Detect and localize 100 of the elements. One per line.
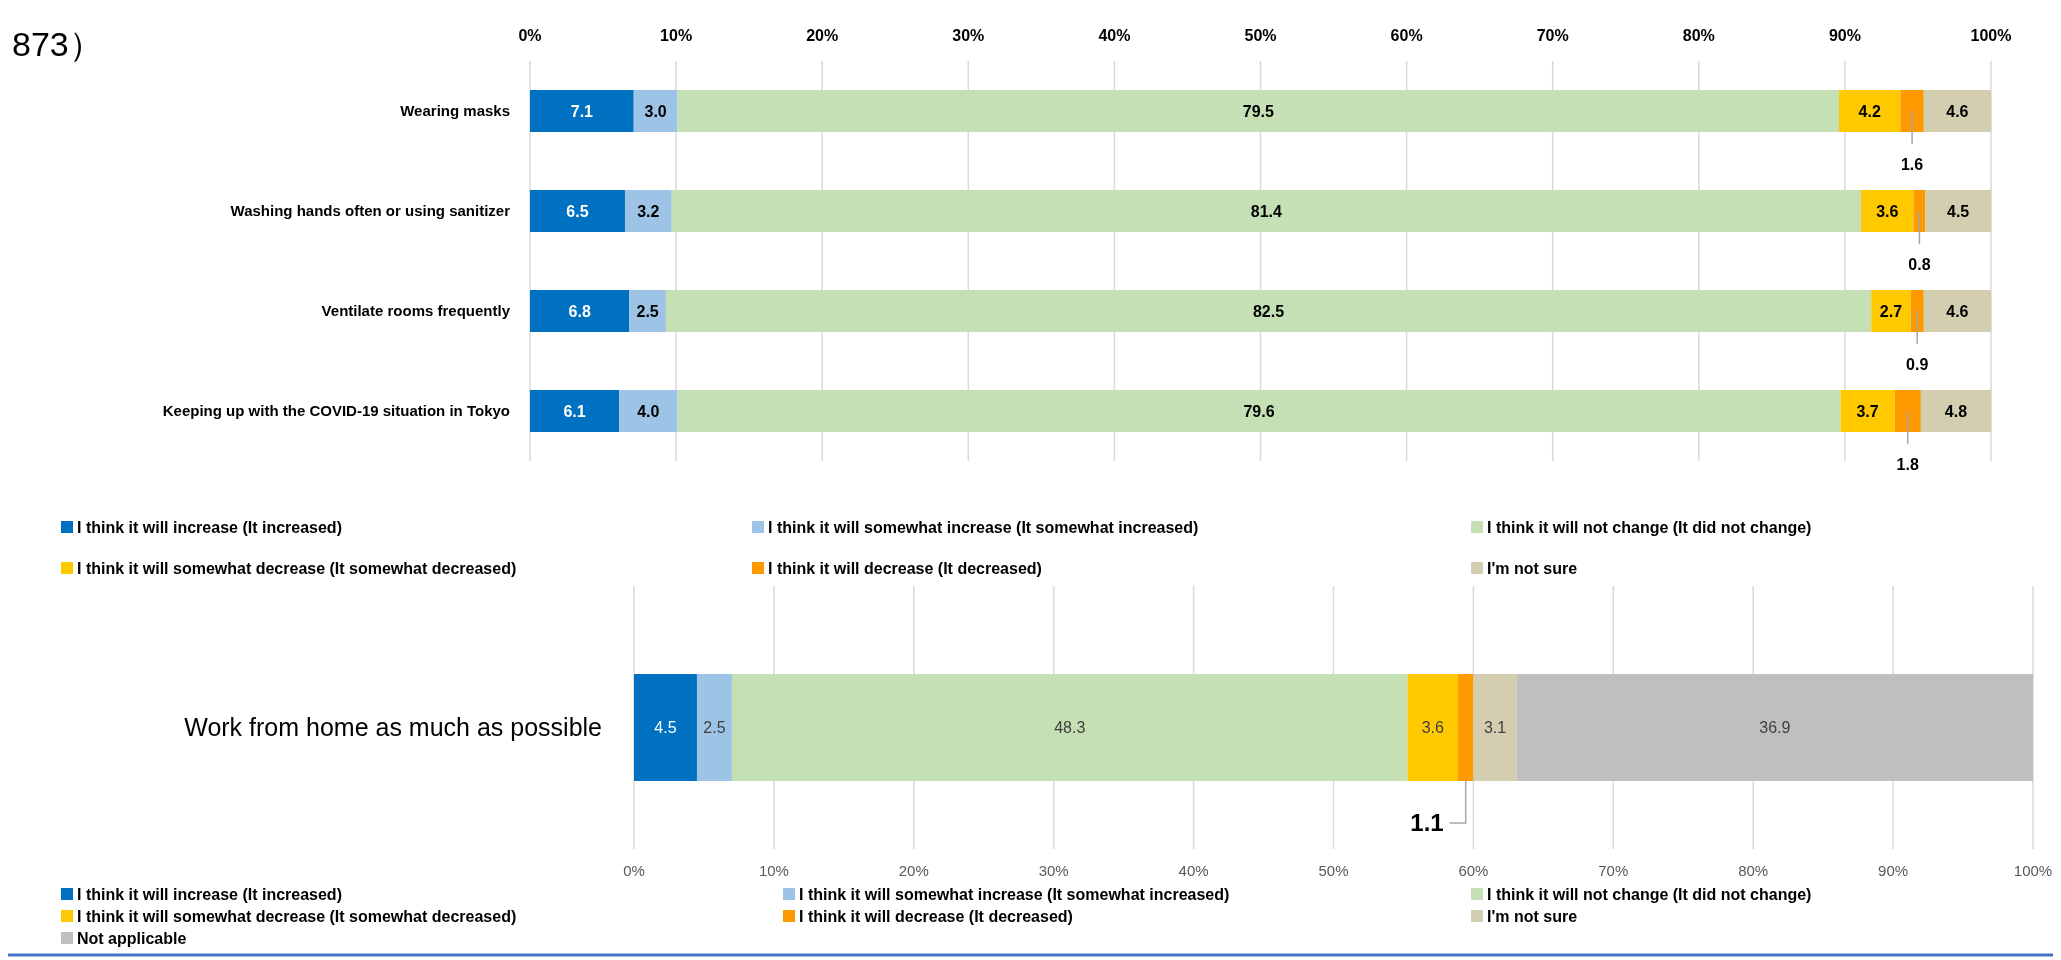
data-label: 1.6 [1900, 155, 1924, 173]
data-label: 4.5 [1947, 202, 1970, 220]
x-tick-label: 90% [1828, 26, 1861, 44]
bar [1407, 674, 1459, 781]
data-label: 3.0 [644, 102, 667, 120]
y-tick-label: Ventilate rooms frequently [321, 302, 511, 320]
bar [1860, 190, 1914, 232]
x-tick-label: 70% [1536, 26, 1569, 44]
bar [1473, 674, 1517, 781]
bar [1900, 90, 1924, 132]
data-label: 3.7 [1856, 402, 1879, 420]
bar [1894, 390, 1921, 432]
x-tick-label: 90% [1878, 862, 1909, 880]
bar [633, 90, 678, 132]
data-label: 79.5 [1242, 102, 1274, 120]
bar [1925, 190, 1992, 232]
x-tick-label: 80% [1682, 26, 1715, 44]
bar [619, 390, 678, 432]
legend-label: I think it will decrease (It decreased) [768, 559, 1042, 577]
data-label: 79.6 [1243, 402, 1275, 420]
bar [665, 290, 1872, 332]
data-label: 1.8 [1896, 455, 1919, 473]
legend-label: I think it will increase (It increased) [77, 885, 342, 903]
bar [1920, 390, 1991, 432]
data-label: 4.5 [654, 719, 677, 737]
data-label: 4.0 [637, 402, 660, 420]
y-tick-label: Washing hands often or using sanitizer [230, 202, 511, 220]
x-tick-label: 50% [1318, 862, 1349, 880]
data-label: 7.1 [570, 102, 594, 120]
data-label: 4.2 [1858, 102, 1881, 120]
bar [624, 190, 672, 232]
x-tick-label: 60% [1390, 26, 1423, 44]
legend-label: I'm not sure [1487, 907, 1578, 925]
legend-label: I think it will not change (It did not change) [1487, 518, 1812, 536]
x-tick-label: 30% [952, 26, 985, 44]
y-tick-label: Wearing masks [400, 102, 510, 120]
x-tick-label: 10% [660, 26, 693, 44]
bar [1923, 290, 1991, 332]
legend-label: I think it will somewhat decrease (It somewhat decreased) [77, 907, 517, 925]
x-tick-label: 40% [1178, 862, 1209, 880]
bar [696, 674, 732, 781]
data-label: 3.1 [1483, 719, 1507, 737]
data-label: 36.9 [1759, 719, 1791, 737]
bar [1871, 290, 1911, 332]
bar [1923, 90, 1991, 132]
x-tick-label: 0% [518, 26, 542, 44]
bar [1458, 674, 1474, 781]
data-label: 4.6 [1946, 302, 1969, 320]
bar [1910, 290, 1924, 332]
data-label: 1.1 [1410, 809, 1444, 837]
bar [530, 90, 634, 132]
legend-label: I think it will somewhat decrease (It somewhat decreased) [77, 559, 517, 577]
x-tick-label: 100% [1970, 26, 2012, 44]
bar [530, 190, 625, 232]
legend-label: I think it will decrease (It decreased) [799, 907, 1073, 925]
data-label: 4.8 [1944, 402, 1968, 420]
x-tick-label: 10% [758, 862, 789, 880]
data-label: 0.8 [1908, 255, 1931, 273]
data-label: 82.5 [1252, 302, 1285, 320]
y-tick-label: Work from home as much as possible [184, 713, 602, 742]
x-tick-label: 50% [1244, 26, 1277, 44]
bar [629, 290, 666, 332]
x-tick-label: 20% [898, 862, 929, 880]
x-tick-label: 20% [806, 26, 839, 44]
data-label: 6.1 [563, 402, 586, 420]
x-tick-label: 80% [1738, 862, 1769, 880]
data-label: 2.5 [703, 719, 726, 737]
bar [530, 390, 620, 432]
x-tick-label: 40% [1098, 26, 1131, 44]
y-tick-label: Keeping up with the COVID-19 situation in Tokyo [162, 402, 510, 420]
bar [671, 190, 1861, 232]
data-label: 3.2 [637, 202, 660, 220]
x-tick-label: 30% [1038, 862, 1069, 880]
legend-label: I think it will somewhat increase (It somewhat increased) [799, 885, 1230, 903]
bar [677, 90, 1840, 132]
data-label: 4.6 [1946, 102, 1969, 120]
legend-label: I think it will increase (It increased) [77, 518, 342, 536]
bar [1840, 390, 1895, 432]
x-tick-label: 0% [623, 862, 645, 880]
data-label: 3.6 [1876, 202, 1899, 220]
bar [731, 674, 1408, 781]
data-label: 81.4 [1250, 202, 1283, 220]
data-label: 2.7 [1879, 302, 1903, 320]
legend-label: Not applicable [77, 929, 187, 947]
legend-label: I'm not sure [1487, 559, 1578, 577]
x-tick-label: 60% [1458, 862, 1489, 880]
bar [677, 390, 1841, 432]
data-label: 3.6 [1421, 719, 1445, 737]
data-label: 0.9 [1906, 355, 1929, 373]
legend-label: I think it will somewhat increase (It somewhat increased) [768, 518, 1199, 536]
bar [634, 674, 697, 781]
data-label: 48.3 [1054, 719, 1086, 737]
bar [1516, 674, 2033, 781]
x-tick-label: 70% [1598, 862, 1629, 880]
legend-label: I think it will not change (It did not change) [1487, 885, 1812, 903]
bar [1913, 190, 1926, 232]
bar [1839, 90, 1901, 132]
bar [530, 290, 630, 332]
data-label: 2.5 [636, 302, 659, 320]
data-label: 6.5 [566, 202, 589, 220]
